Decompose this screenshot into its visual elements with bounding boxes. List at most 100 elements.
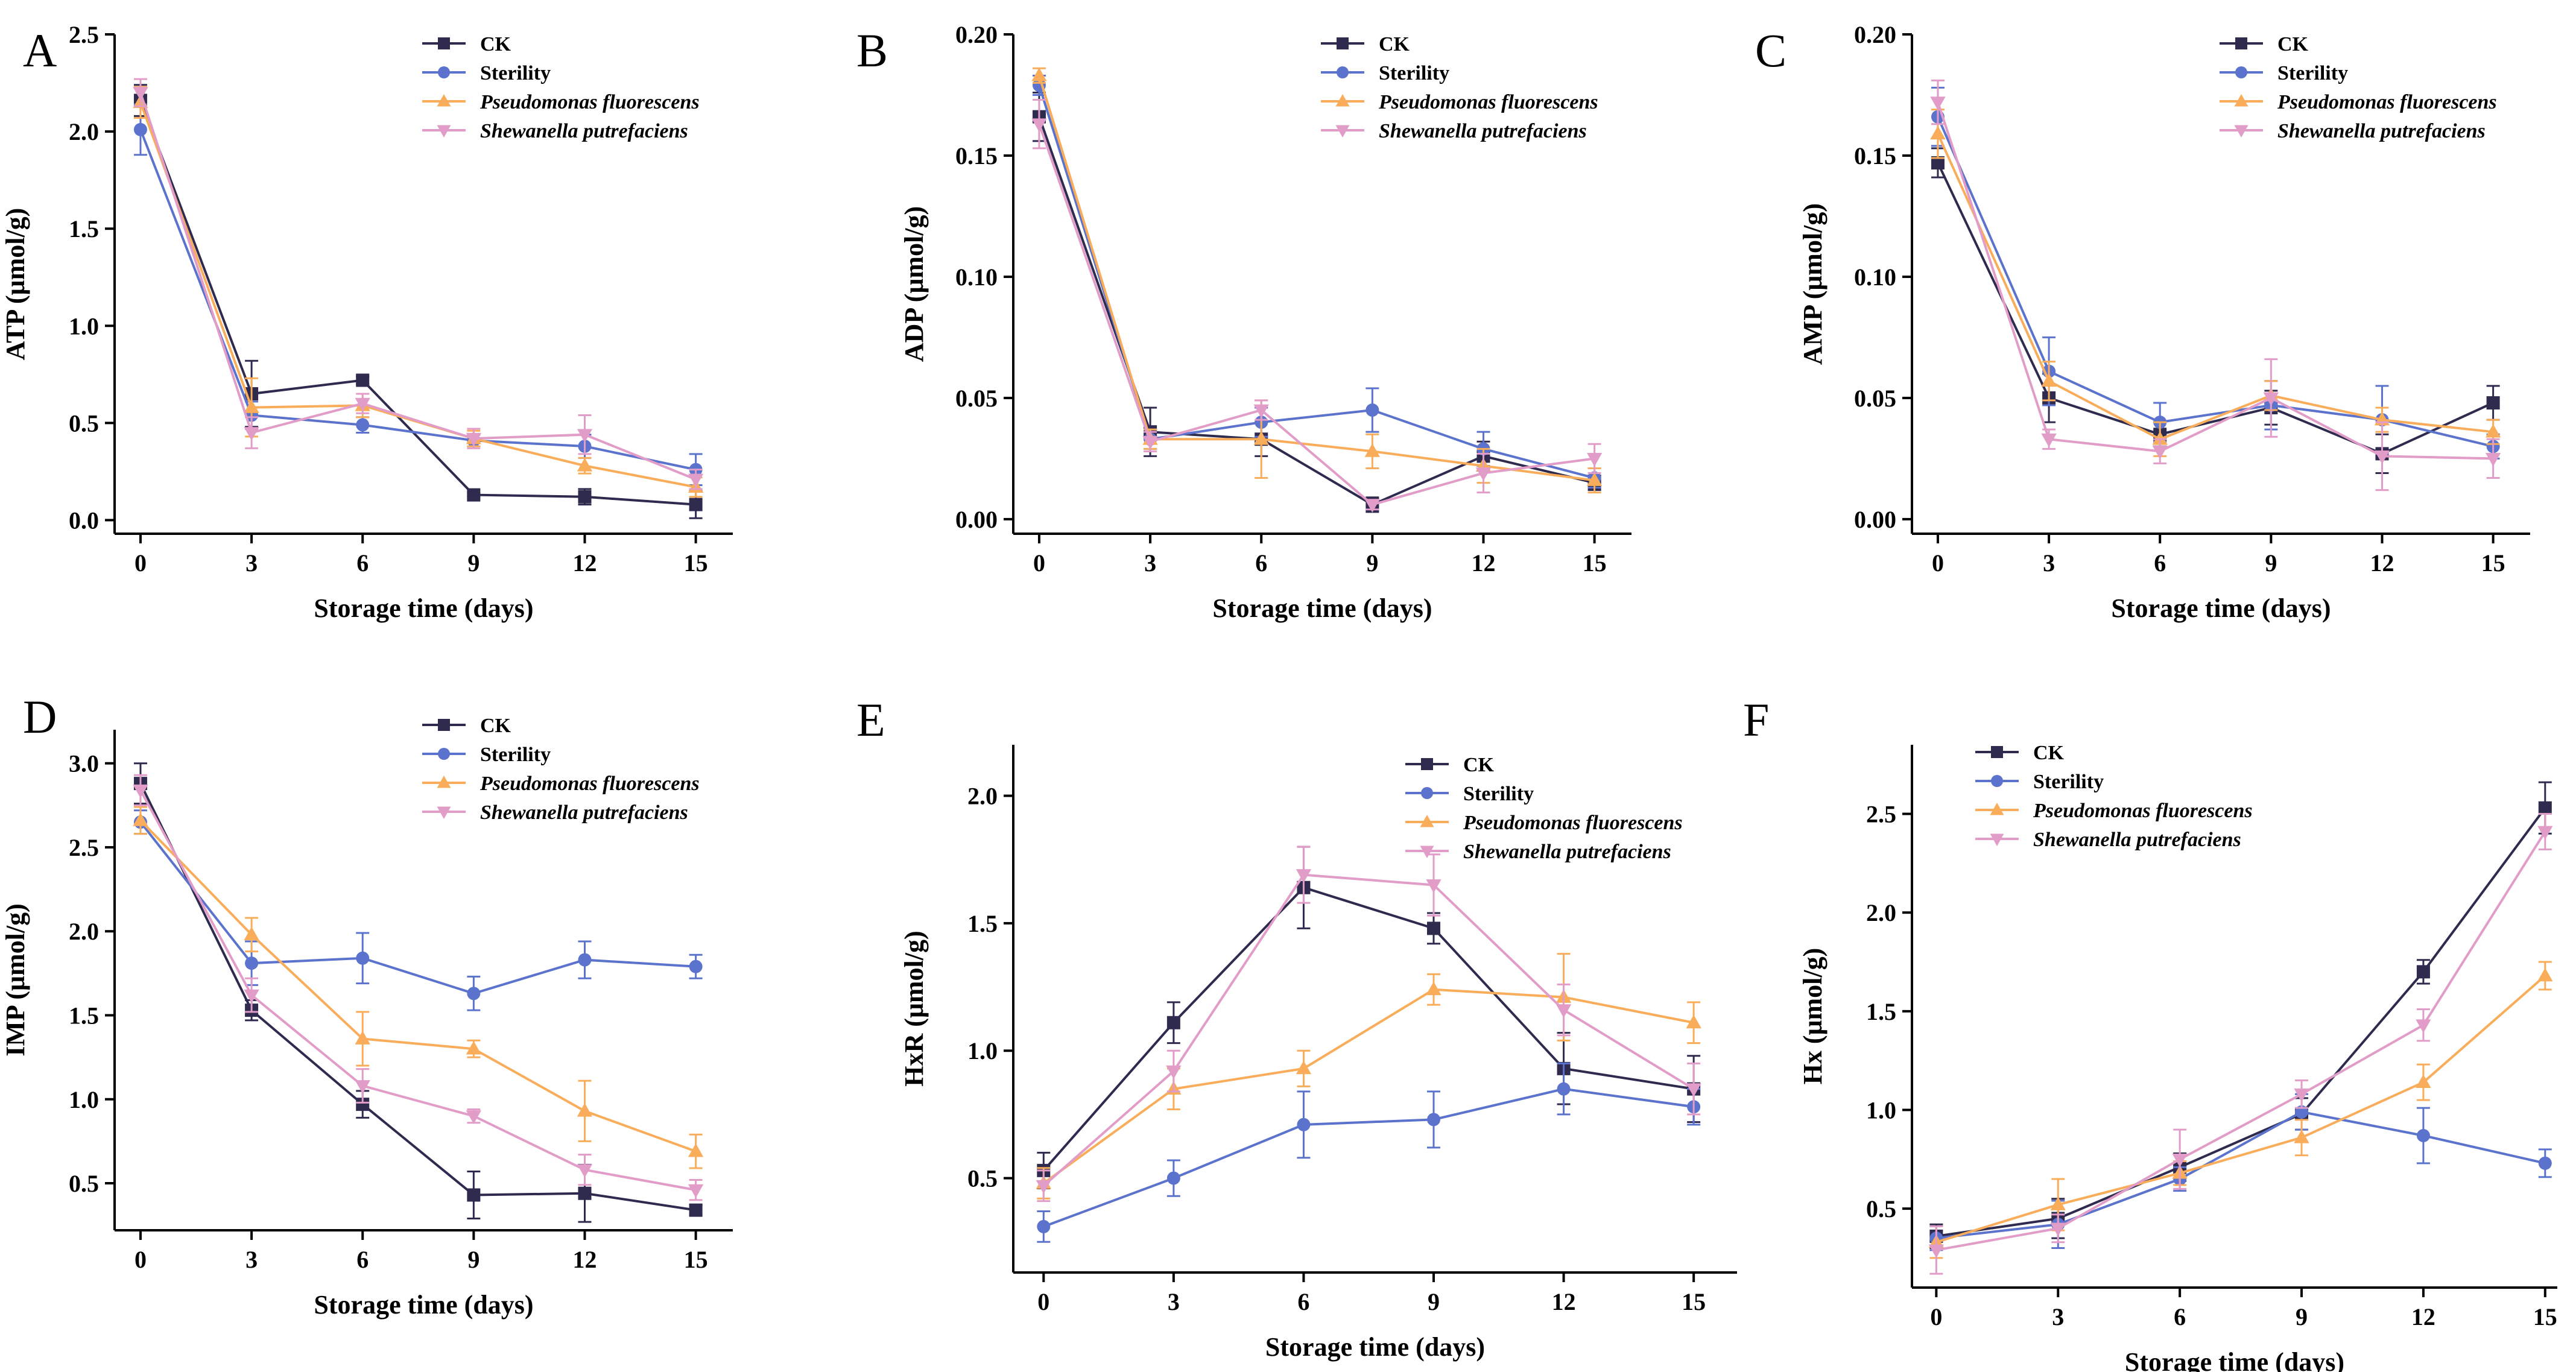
panel-a-ck-point [356,373,370,387]
panel-e-legend-sterility-label: Sterility [1463,783,1534,805]
panel-d-sterility-point [356,951,370,965]
panel-e-legend-ck-marker [1421,758,1433,770]
panel-f-sterility-point [2538,1156,2552,1170]
panel-c-shewanella-putrefaciens-line [1937,101,2493,460]
panel-f-x-tick-label: 3 [2052,1303,2064,1330]
panel-e-y-tick-label: 1.0 [967,1037,998,1064]
panel-f-shewanella-putrefaciens-point [2050,1222,2066,1237]
panel-c-y-tick-label: 0.10 [1854,264,1896,291]
panel-d-shewanella-putrefaciens-point [355,1080,370,1094]
panel-f-shewanella-putrefaciens-point [2172,1153,2188,1168]
panel-a-x-tick-label: 12 [572,549,597,577]
panel-c-legend-ck-marker [2235,37,2247,49]
panel-f-legend-sterility-marker [1991,775,2003,787]
panel-c-y-tick-label: 0.00 [1854,506,1896,533]
panel-a-x-tick-label: 3 [245,549,258,577]
panel-d-series-ck [133,762,703,1223]
panel-e-legend-shewanella-putrefaciens-marker [1420,846,1434,858]
panel-e-y-tick-label: 1.5 [967,910,998,937]
panel-f-letter: F [1743,694,1769,746]
panel-e-sterility-line [1043,1087,1694,1228]
panel-d-x-tick-label: 15 [684,1246,708,1273]
panel-b-sterility-point [1366,403,1379,417]
panel-d-x-tick-label: 6 [356,1246,369,1273]
panel-c-x-tick-label: 6 [2154,549,2166,577]
panel-b-legend-sterility-label: Sterility [1379,62,1449,84]
panel-b-legend-pseudomonas-fluorescens-label: Pseudomonas fluorescens [1378,91,1598,113]
panel-c-y-axis-label: AMP (μmol/g) [1798,203,1828,365]
panel-e-x-tick-label: 9 [1428,1288,1440,1315]
panel-f-shewanella-putrefaciens-point [2294,1088,2309,1102]
panel-e-legend: CK Sterility Pseudomonas fluorescens Shewan… [1405,754,1683,863]
panel-b-y-tick-label: 0.10 [955,264,998,291]
panel-d-shewanella-putrefaciens-point [244,989,259,1004]
panel-b-pseudomonas-fluorescens-point [1586,472,1603,486]
panel-c-series-sterility [1931,86,2500,460]
panel-c-letter: C [1755,24,1786,77]
panel-b-legend-shewanella-putrefaciens-label: Shewanella putrefaciens [1379,120,1587,142]
panel-e-ck-line [1042,886,1694,1172]
panel-a-x-tick-label: 15 [684,549,708,577]
panel-c-shewanella-putrefaciens-point [2374,450,2390,464]
panel-e-series-ck [1037,846,1701,1190]
panel-d-y-tick-label: 2.0 [69,918,99,945]
panel-b-shewanella-putrefaciens-point [1364,499,1381,513]
panel-c-series-pseudomonas-fluorescens [1930,109,2501,457]
panel-c-x-axis-label: Storage time (days) [2111,593,2331,623]
panel-f-legend: CK Sterility Pseudomonas fluorescens Shewan… [1975,742,2253,851]
panel-c-shewanella-putrefaciens-point [1930,96,1946,110]
panel-a-letter: A [23,24,57,77]
panel-d-y-axis-label: IMP (μmol/g) [1,903,30,1056]
panel-a-shewanella-putrefaciens-point [577,429,593,443]
panel-d-sterility-point [689,959,703,973]
panel-a-legend-ck-marker [438,37,450,49]
panel-b-shewanella-putrefaciens-line [1038,124,1595,506]
panel-b-pseudomonas-fluorescens-line [1038,75,1595,482]
panel-d-legend-pseudomonas-fluorescens-label: Pseudomonas fluorescens [479,773,700,795]
panel-e-pseudomonas-fluorescens-point [1426,981,1441,996]
panel-d-y-tick-label: 0.5 [69,1170,99,1197]
panel-c-ck-line [1937,162,2494,455]
panel-a-y-tick-label: 0.5 [69,409,99,437]
panel-d-legend: CK Sterility Pseudomonas fluorescens Shewan… [422,715,700,824]
panel-f-ck-point [2416,965,2430,979]
panel-a-x-tick-label: 0 [134,549,147,577]
panel-a-shewanella-putrefaciens-point [688,473,704,487]
panel-a: A 0.0 0.5 1.0 1.5 2.0 2.5 0 3 6 9 12 15 Storage time … [1,21,733,623]
panel-f-legend-shewanella-putrefaciens-marker [1990,833,2004,846]
panel-d-legend-ck-label: CK [480,715,511,737]
panel-b-shewanella-putrefaciens-point [1253,404,1269,419]
panel-d-sterility-point [578,953,592,967]
panel-a-ck-point [578,490,592,504]
panel-d-ck-point [356,1098,370,1111]
panel-b-x-tick-label: 3 [1144,549,1156,577]
panel-d: D 0.5 1.0 1.5 2.0 2.5 3.0 0 3 6 9 12 15 Storage time … [1,691,733,1320]
panel-e-x-tick-label: 15 [1682,1288,1706,1315]
panel-b-x-tick-label: 6 [1255,549,1267,577]
panel-e-legend-sterility-marker [1421,787,1433,799]
panel-e-shewanella-putrefaciens-point [1036,1180,1051,1194]
panel-d-y-tick-label: 2.5 [69,834,99,861]
panel-b-x-tick-label: 0 [1033,549,1045,577]
panel-d-shewanella-putrefaciens-point [577,1164,593,1178]
panel-b-pseudomonas-fluorescens-point [1364,443,1381,457]
panel-f-shewanella-putrefaciens-line [1936,830,2546,1251]
panel-c-legend-shewanella-putrefaciens-label: Shewanella putrefaciens [2277,120,2486,142]
panel-f-x-tick-label: 9 [2296,1303,2308,1330]
panel-f-legend-ck-label: CK [2033,742,2065,764]
panel-c-y-tick-label: 0.20 [1854,21,1896,48]
panel-f-series-ck [1929,781,2552,1250]
panel-c-legend-pseudomonas-fluorescens-label: Pseudomonas fluorescens [2277,91,2497,113]
panel-b-y-tick-label: 0.05 [955,385,998,412]
panel-f: F 0.5 1.0 1.5 2.0 2.5 0 3 6 9 12 15 Storage time (da… [1743,694,2557,1372]
panel-a-pseudomonas-fluorescens-point [577,458,593,472]
panel-d-pseudomonas-fluorescens-line [139,820,697,1152]
panel-a-y-axis-label: ATP (μmol/g) [1,208,30,361]
panel-d-pseudomonas-fluorescens-point [355,1031,370,1045]
panel-b-shewanella-putrefaciens-point [1031,118,1047,132]
panel-a-shewanella-putrefaciens-point [133,87,148,101]
panel-d-legend-shewanella-putrefaciens-marker [437,806,451,819]
panel-d-legend-sterility-label: Sterility [480,744,551,766]
panel-c-shewanella-putrefaciens-point [2485,453,2501,467]
panel-f-series-sterility [1929,1093,2552,1251]
